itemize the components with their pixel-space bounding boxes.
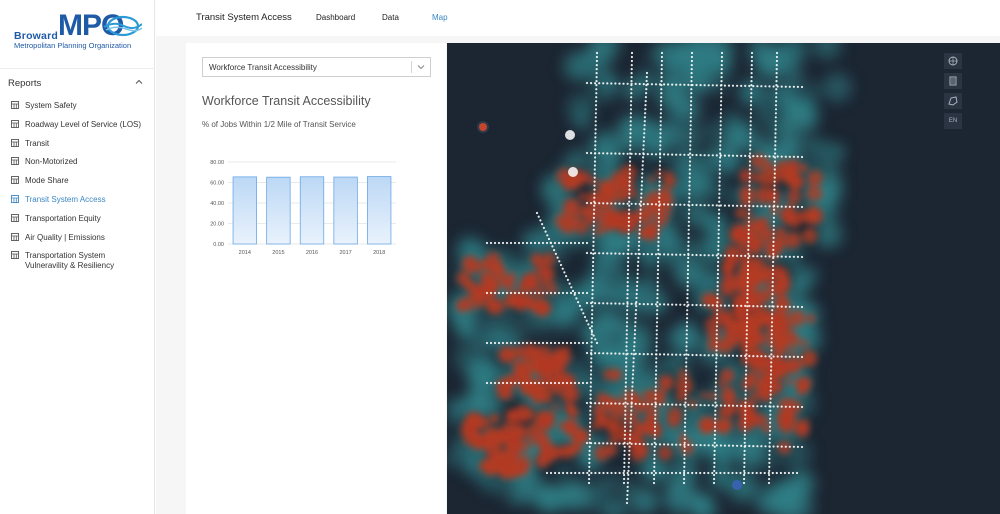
location-marker[interactable] [477, 121, 489, 133]
reports-section-label: Reports [8, 78, 42, 89]
sidebar-item-label: Transportation System Vulneravility & Re… [25, 251, 115, 271]
bar-2014[interactable] [232, 176, 257, 245]
y-tick-label: 40.00 [210, 201, 224, 207]
sidebar-item-transit-system-access[interactable]: Transit System Access [0, 190, 155, 209]
bar-2015[interactable] [266, 176, 291, 245]
logo-wave-icon [103, 15, 142, 37]
x-tick-label: 2015 [272, 250, 284, 256]
sidebar-item-transportation-equity[interactable]: Transportation Equity [0, 209, 155, 228]
sidebar-item-label: System Safety [25, 101, 77, 110]
table-icon [11, 195, 19, 203]
x-tick-label: 2017 [339, 250, 351, 256]
bar-2016[interactable] [299, 176, 325, 245]
table-icon [11, 251, 19, 260]
y-tick-label: 0.00 [213, 242, 224, 248]
heatmap-map[interactable]: EN [447, 43, 1000, 514]
metric-select-value: Workforce Transit Accessibility [209, 62, 317, 72]
sidebar-item-label: Mode Share [25, 176, 69, 186]
sidebar-item-label: Transit System Access [25, 194, 106, 204]
select-divider [411, 61, 412, 73]
sidebar-item-roadway-level-of-service-los[interactable]: Roadway Level of Service (LOS) [0, 115, 155, 134]
report-panel: Workforce Transit Accessibility Workforc… [186, 43, 446, 514]
main-content: Workforce Transit Accessibility Workforc… [156, 36, 1000, 514]
sidebar-item-label: Transportation Equity [25, 213, 101, 223]
highway-shield-icon [565, 130, 575, 140]
sidebar: Broward MPO Metropolitan Planning Organi… [0, 0, 155, 514]
draw-icon[interactable] [944, 93, 962, 109]
sidebar-item-transit[interactable]: Transit [0, 134, 155, 153]
sidebar-item-air-quality-emissions[interactable]: Air Quality | Emissions [0, 228, 155, 247]
x-tick-label: 2018 [373, 250, 385, 256]
tab-data[interactable]: Data [382, 13, 399, 22]
map-tools: EN [944, 53, 962, 133]
reports-section-toggle[interactable]: Reports [0, 68, 155, 98]
sidebar-item-label: Transit [25, 138, 50, 148]
tab-map[interactable]: Map [432, 13, 448, 22]
sidebar-item-transportation-system-vulneravility-resiliency[interactable]: Transportation System Vulneravility & Re… [0, 246, 155, 280]
sidebar-item-mode-share[interactable]: Mode Share [0, 171, 155, 190]
metric-select[interactable]: Workforce Transit Accessibility [202, 57, 431, 77]
page-title: Transit System Access [196, 12, 292, 23]
language-toggle[interactable]: EN [944, 113, 962, 129]
reports-nav: System Safety Roadway Level of Service (L… [0, 96, 155, 280]
table-icon [11, 176, 19, 185]
table-icon [11, 119, 19, 128]
sidebar-item-system-safety[interactable]: System Safety [0, 96, 155, 115]
interstate-shield-icon [732, 480, 742, 490]
x-tick-label: 2016 [306, 250, 318, 256]
tab-dashboard[interactable]: Dashboard [316, 13, 356, 22]
sidebar-item-label: Non-Motorized [25, 157, 78, 167]
table-icon [11, 157, 19, 166]
sidebar-item-non-motorized[interactable]: Non-Motorized [0, 152, 155, 171]
logo-subtitle: Metropolitan Planning Organization [14, 41, 132, 50]
high-density-layer [456, 153, 823, 480]
logo-broward: Broward [14, 30, 58, 42]
bar-2018[interactable] [367, 176, 392, 245]
table-icon [11, 232, 19, 241]
table-icon [11, 138, 19, 147]
bar-2017[interactable] [333, 176, 358, 245]
accessibility-bar-chart: 0.00 20.00 40.00 60.00 80.00 2014 2015 2016 2017… [210, 160, 396, 256]
layers-icon[interactable] [944, 53, 962, 69]
y-tick-label: 20.00 [210, 222, 224, 228]
table-icon [11, 213, 19, 222]
panel-subtitle: % of Jobs Within 1/2 Mile of Transit Ser… [202, 120, 356, 129]
sidebar-item-label: Air Quality | Emissions [25, 232, 105, 242]
table-icon [11, 101, 19, 109]
logo[interactable]: Broward MPO Metropolitan Planning Organi… [14, 9, 144, 52]
chevron-down-icon [417, 65, 425, 70]
y-tick-label: 60.00 [210, 181, 224, 187]
x-tick-label: 2014 [239, 250, 251, 256]
highway-shield-icon [568, 167, 578, 177]
sidebar-item-label: Roadway Level of Service (LOS) [25, 119, 142, 129]
transit-stops-layer [485, 51, 804, 505]
topbar: Transit System Access Dashboard Data Map [156, 0, 1000, 36]
y-tick-label: 80.00 [210, 160, 224, 166]
map-canvas[interactable] [447, 43, 1000, 514]
legend-icon[interactable] [944, 73, 962, 89]
chevron-up-icon [135, 79, 143, 84]
panel-title: Workforce Transit Accessibility [202, 94, 371, 108]
logo-mpo: MPO [58, 9, 124, 42]
